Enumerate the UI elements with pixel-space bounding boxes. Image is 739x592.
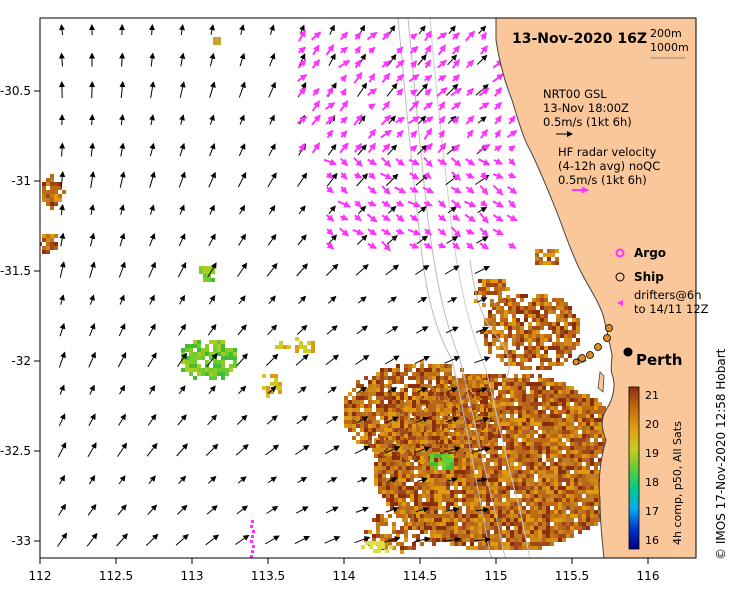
x-axis: 112 112.5 113 113.5 114 114.5 115 115.5 … — [29, 558, 660, 583]
drifter-label-2: to 14/11 12Z — [634, 302, 709, 316]
hf-radar-arrows — [250, 29, 518, 558]
map-date-title: 13-Nov-2020 16Z — [512, 31, 647, 47]
y-tick-label: -30.5 — [0, 84, 31, 98]
colorbar-label: 4h comp, p50, All Sats — [671, 421, 684, 545]
colorbar-tick: 18 — [645, 476, 659, 489]
radar-legend-sub: (4-12h avg) noQC — [558, 159, 660, 173]
y-tick-label: -33 — [11, 534, 31, 548]
x-tick-label: 116 — [637, 569, 660, 583]
y-tick-label: -31.5 — [0, 264, 31, 278]
x-tick-label: 112 — [29, 569, 52, 583]
city-label: Perth — [636, 351, 682, 369]
argo-marker-icon — [615, 248, 625, 258]
perth-marker-icon — [623, 347, 633, 357]
ship-legend: Ship — [615, 270, 664, 284]
depth-legend-1000m: 1000m — [650, 41, 689, 54]
colorbar-tick: 17 — [645, 505, 659, 518]
x-tick-label: 115 — [485, 569, 508, 583]
drifter-tracks — [572, 324, 613, 366]
bathymetry-contours — [397, 18, 531, 558]
y-tick-label: -31 — [11, 174, 31, 188]
colorbar-tick: 16 — [645, 534, 659, 547]
x-tick-label: 114.5 — [403, 569, 437, 583]
y-tick-label: -32.5 — [0, 444, 31, 458]
x-tick-label: 115.5 — [555, 569, 589, 583]
wind-arrows — [57, 24, 491, 547]
colorbar-tick: 19 — [645, 447, 659, 460]
sst-colorbar: 21 20 19 18 17 16 4h comp, p50, All Sats — [628, 386, 684, 550]
credit-text: © IMOS 17-Nov-2020 12:58 Hobart — [714, 348, 728, 560]
ship-marker-icon — [615, 272, 625, 282]
x-tick-label: 114 — [333, 569, 356, 583]
y-axis: -30.5 -31 -31.5 -32 -32.5 -33 — [0, 84, 40, 548]
radar-legend-scale: 0.5m/s (1kt 6h) — [558, 173, 647, 187]
drifter-legend: drifters@6h to 14/11 12Z — [617, 288, 709, 316]
colorbar-ramp — [628, 386, 640, 550]
x-tick-label: 113 — [181, 569, 204, 583]
wind-legend-scale: 0.5m/s (1kt 6h) — [543, 115, 632, 129]
depth-legend-200m: 200m — [650, 27, 682, 40]
y-tick-label: -32 — [11, 354, 31, 368]
ship-label: Ship — [634, 270, 664, 284]
drifter-label-1: drifters@6h — [634, 288, 701, 302]
argo-legend: Argo — [615, 246, 666, 260]
x-tick-label: 113.5 — [251, 569, 285, 583]
radar-legend-title: HF radar velocity — [558, 145, 657, 159]
x-tick-label: 112.5 — [99, 569, 133, 583]
colorbar-tick: 20 — [645, 418, 659, 431]
colorbar-tick: 21 — [645, 389, 659, 402]
drifter-marker-icon — [617, 300, 623, 306]
wind-legend-time: 13-Nov 18:00Z — [543, 101, 629, 115]
garden-island — [597, 371, 605, 393]
plot-frame — [39, 17, 697, 559]
wind-legend-title: NRT00 GSL — [543, 87, 607, 101]
argo-label: Argo — [634, 246, 666, 260]
